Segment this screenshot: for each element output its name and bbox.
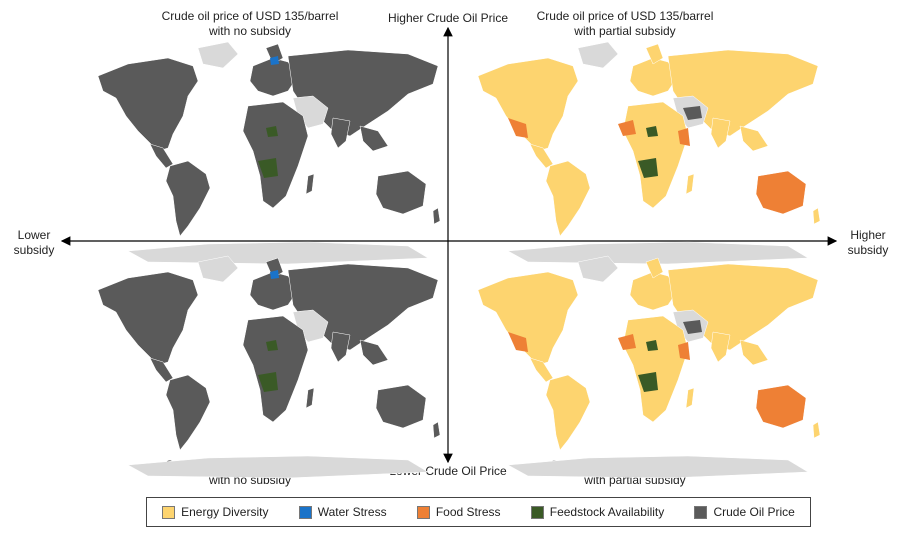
legend-swatch xyxy=(298,505,312,519)
region-nordicBlue xyxy=(270,56,279,65)
region-northAmerica xyxy=(97,271,199,366)
region-nz xyxy=(812,207,821,225)
legend-swatch xyxy=(162,505,176,519)
region-southAmerica xyxy=(545,374,591,451)
region-africa xyxy=(622,101,689,209)
legend-label: Food Stress xyxy=(435,505,501,519)
region-centralAmerica xyxy=(149,143,174,169)
region-southAmerica xyxy=(165,160,211,237)
region-scandinavia xyxy=(645,257,664,279)
region-greenland xyxy=(577,41,619,69)
region-australia xyxy=(755,170,807,215)
quadrant-title-top-left: Crude oil price of USD 135/barrel with no… xyxy=(161,9,339,38)
region-africaGreen2 xyxy=(646,126,658,137)
legend-item-feedstock-availability: Feedstock Availability xyxy=(530,505,665,519)
region-africaGreen2 xyxy=(266,340,278,351)
region-centralAmerica xyxy=(529,357,554,383)
region-orangeEast xyxy=(678,342,690,360)
region-seAsia xyxy=(739,339,769,366)
region-madagascar xyxy=(305,387,315,409)
region-seAsia xyxy=(359,339,389,366)
legend-item-food-stress: Food Stress xyxy=(416,505,501,519)
region-nz xyxy=(432,421,441,439)
region-madagascar xyxy=(685,173,695,195)
region-africaGreen xyxy=(258,372,278,392)
region-orangeAfr xyxy=(618,334,636,350)
region-nz xyxy=(812,421,821,439)
region-centralAmerica xyxy=(529,143,554,169)
region-northAmerica xyxy=(477,271,579,366)
axis-label-left: Lower subsidy xyxy=(13,228,55,257)
region-australia xyxy=(375,170,427,215)
region-orangeEast xyxy=(678,128,690,146)
region-southAmerica xyxy=(545,160,591,237)
region-africaGreen xyxy=(638,158,658,178)
axis-label-top: Higher Crude Oil Price xyxy=(387,11,509,25)
region-nordicBlue xyxy=(270,270,279,279)
region-madagascar xyxy=(685,387,695,409)
quadrant-title-top-right: Crude oil price of USD 135/barrel with pa… xyxy=(536,9,714,38)
region-greenland xyxy=(197,255,239,283)
world-map-135-no-subsidy xyxy=(97,41,441,265)
region-africa xyxy=(242,101,309,209)
region-scandinavia xyxy=(645,43,664,65)
world-map-60-partial-subsidy xyxy=(477,255,821,479)
region-greenland xyxy=(577,255,619,283)
legend-swatch xyxy=(694,505,708,519)
region-africaGreen2 xyxy=(266,126,278,137)
region-africa xyxy=(242,315,309,423)
region-india xyxy=(330,331,351,363)
region-centralAmerica xyxy=(149,357,174,383)
legend-label: Feedstock Availability xyxy=(549,505,665,519)
world-map-60-no-subsidy xyxy=(97,255,441,479)
legend-item-water-stress: Water Stress xyxy=(298,505,387,519)
legend-item-energy-diversity: Energy Diversity xyxy=(162,505,268,519)
region-orangeMex xyxy=(508,118,528,138)
region-africaGreen xyxy=(638,372,658,392)
legend-swatch xyxy=(416,505,430,519)
region-nz xyxy=(432,207,441,225)
region-africaGreen xyxy=(258,158,278,178)
map-legend: Energy Diversity Water Stress Food Stres… xyxy=(146,497,811,527)
legend-swatch xyxy=(530,505,544,519)
legend-item-crude-oil-price: Crude Oil Price xyxy=(694,505,795,519)
region-greenland xyxy=(197,41,239,69)
legend-label: Water Stress xyxy=(317,505,387,519)
region-greyArabia xyxy=(303,106,322,120)
region-india xyxy=(330,117,351,149)
region-orangeMex xyxy=(508,332,528,352)
region-seAsia xyxy=(739,125,769,152)
region-northAmerica xyxy=(97,57,199,152)
axis-label-right: Higher subsidy xyxy=(847,228,889,257)
region-australia xyxy=(755,384,807,429)
region-india xyxy=(710,117,731,149)
region-antarctica xyxy=(127,455,429,479)
region-antarctica xyxy=(507,241,809,265)
region-seAsia xyxy=(359,125,389,152)
legend-label: Crude Oil Price xyxy=(713,505,795,519)
region-greyArabia xyxy=(683,320,702,334)
region-australia xyxy=(375,384,427,429)
region-india xyxy=(710,331,731,363)
region-greyArabia xyxy=(683,106,702,120)
region-antarctica xyxy=(127,241,429,265)
region-northAmerica xyxy=(477,57,579,152)
region-madagascar xyxy=(305,173,315,195)
region-africaGreen2 xyxy=(646,340,658,351)
region-antarctica xyxy=(507,455,809,479)
region-orangeAfr xyxy=(618,120,636,136)
world-map-135-partial-subsidy xyxy=(477,41,821,265)
legend-label: Energy Diversity xyxy=(181,505,269,519)
region-southAmerica xyxy=(165,374,211,451)
region-africa xyxy=(622,315,689,423)
region-greyArabia xyxy=(303,320,322,334)
